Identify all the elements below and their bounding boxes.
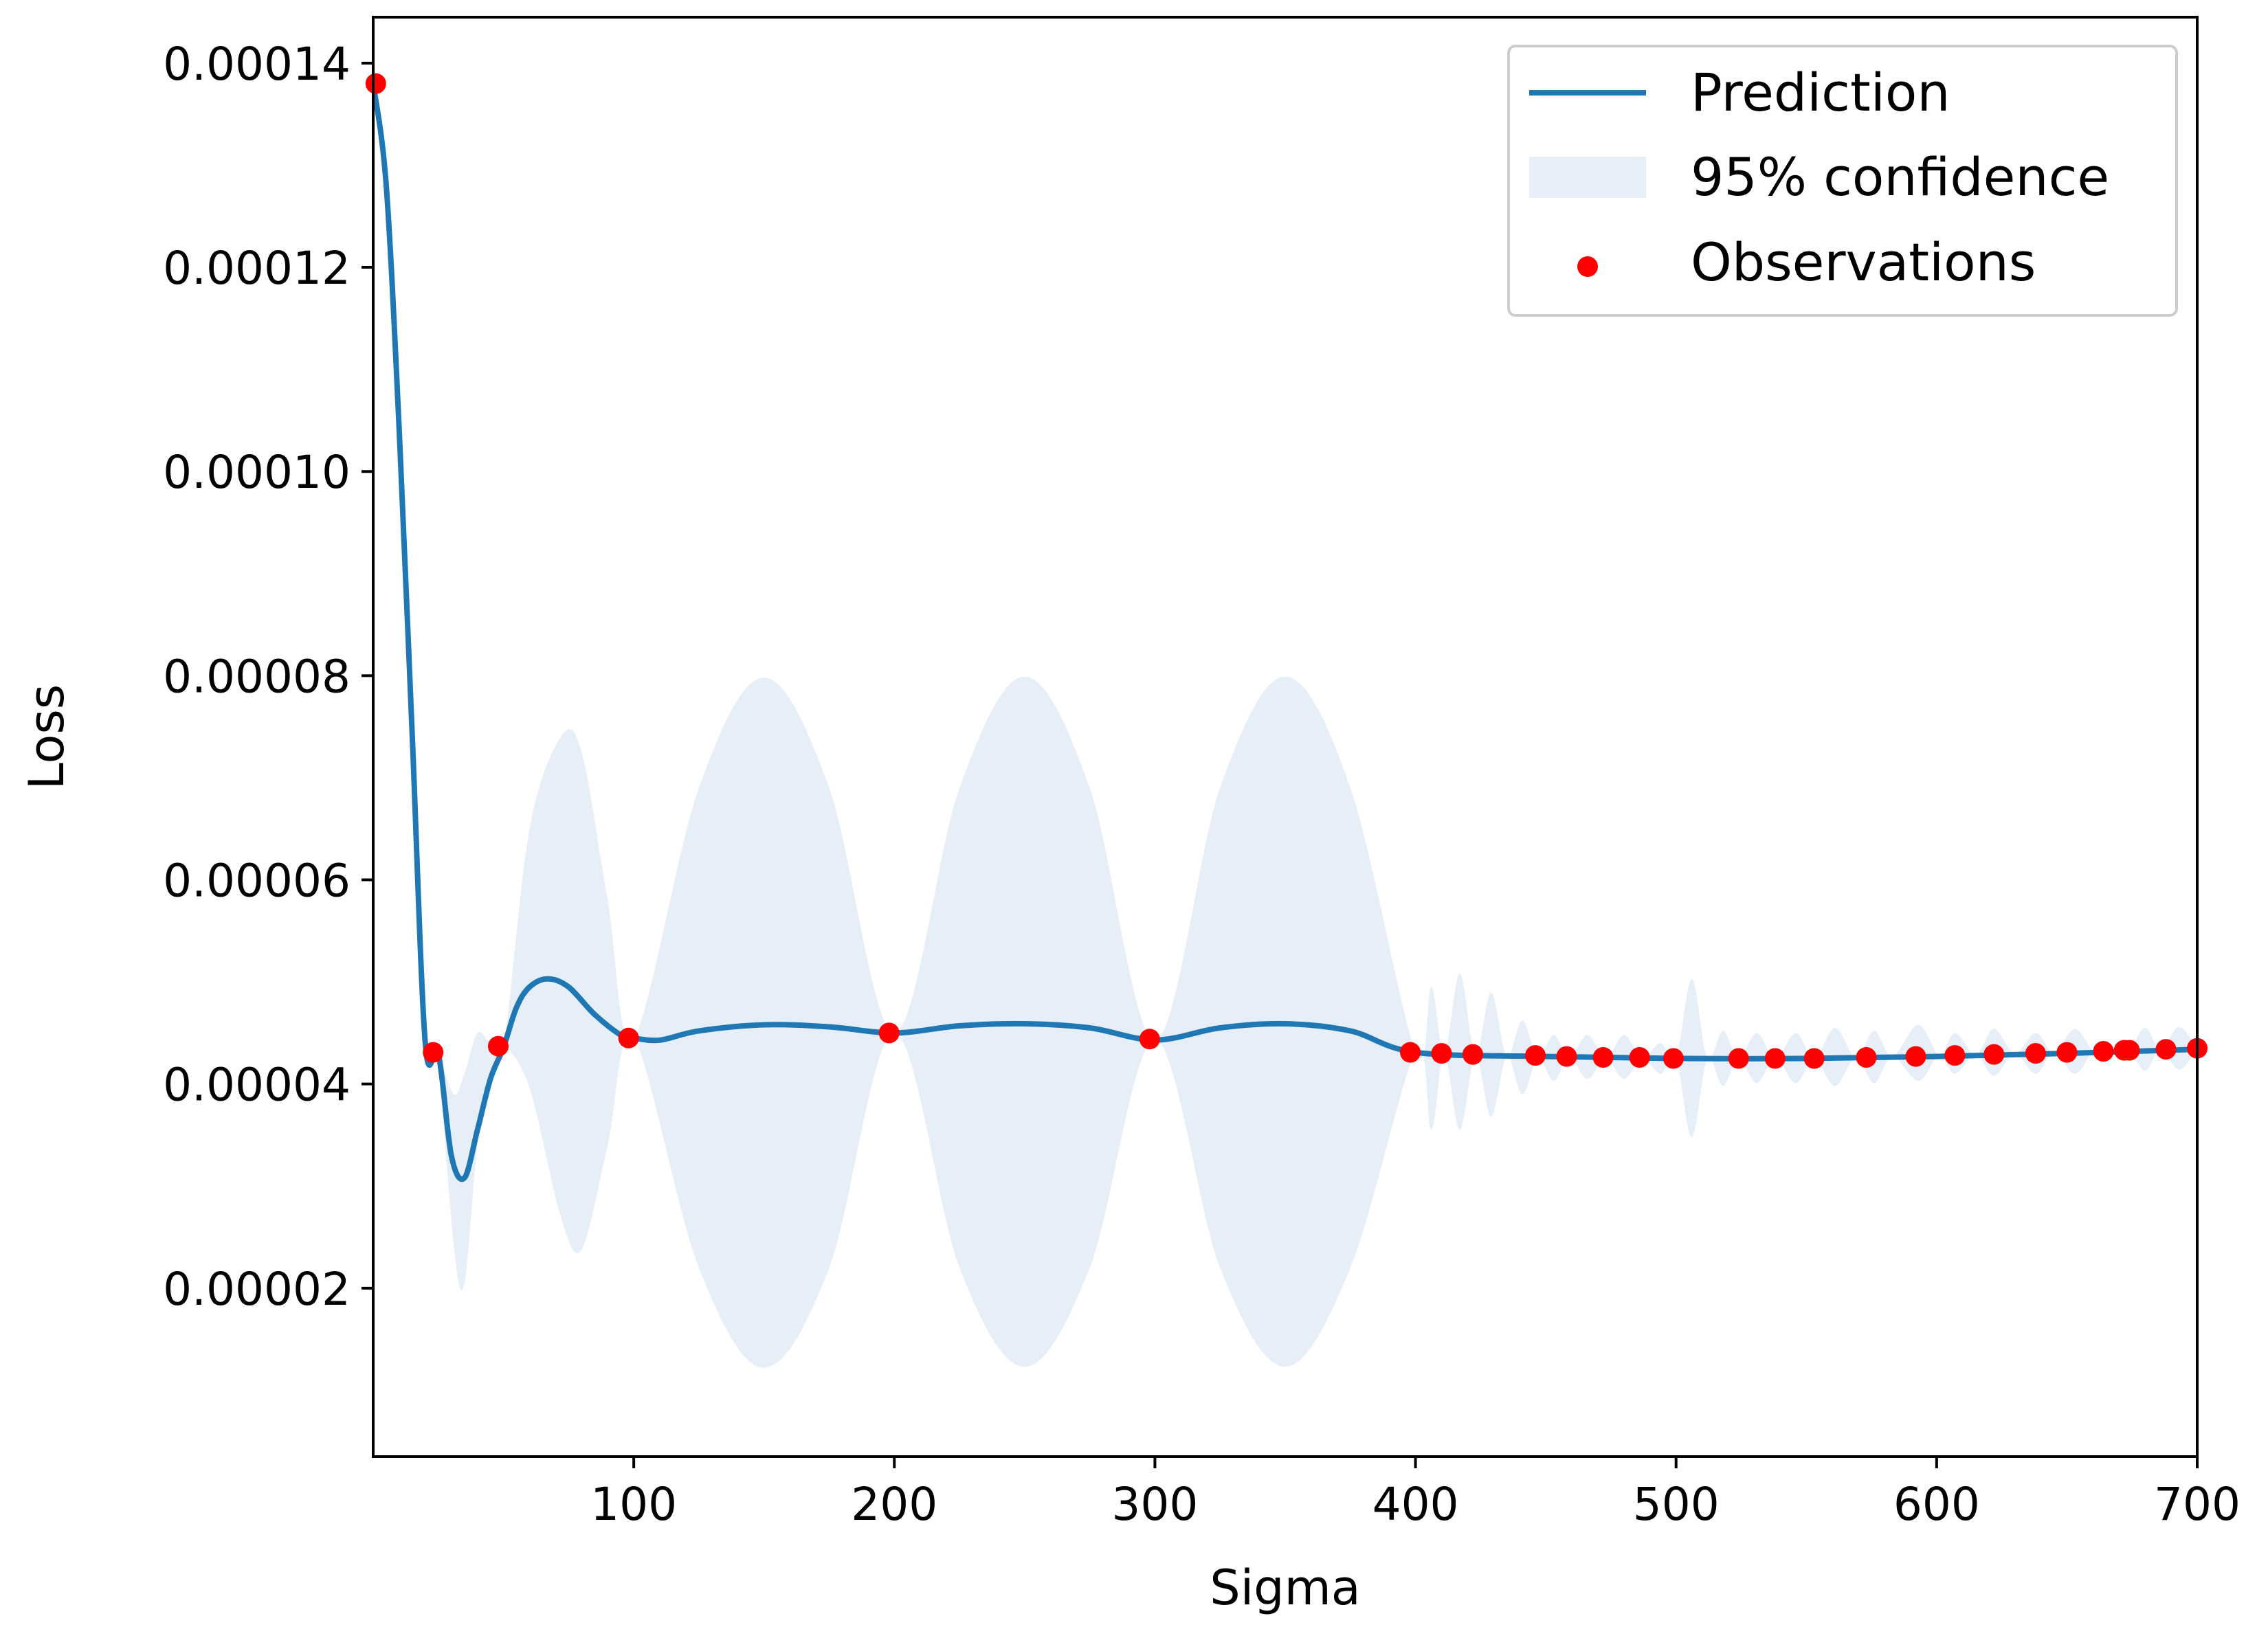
x-tick-label: 600 bbox=[1893, 1478, 1980, 1531]
observation-point bbox=[1629, 1047, 1650, 1068]
observation-point bbox=[365, 73, 386, 94]
x-tick-label: 700 bbox=[2154, 1478, 2241, 1531]
observation-point bbox=[1525, 1045, 1546, 1066]
y-axis-title: Loss bbox=[19, 684, 75, 790]
observation-point bbox=[1400, 1042, 1421, 1063]
prediction-line bbox=[373, 83, 2197, 1182]
legend-label-prediction: Prediction bbox=[1691, 62, 1950, 123]
y-tick-label: 0.00012 bbox=[163, 242, 351, 295]
observation-point bbox=[2025, 1043, 2046, 1064]
y-tick-label: 0.00010 bbox=[163, 446, 351, 499]
observation-point bbox=[1556, 1046, 1577, 1067]
observation-point bbox=[1663, 1048, 1684, 1069]
confidence-band bbox=[438, 676, 2197, 1368]
plot-area bbox=[365, 73, 2208, 1368]
y-tick-label: 0.00006 bbox=[163, 855, 351, 908]
x-tick-label: 100 bbox=[590, 1478, 677, 1531]
observation-point bbox=[618, 1027, 639, 1048]
y-tick-label: 0.00004 bbox=[163, 1059, 351, 1112]
observation-point bbox=[1803, 1048, 1825, 1069]
observation-point bbox=[1856, 1047, 1877, 1068]
observation-point bbox=[423, 1042, 444, 1063]
observation-point bbox=[1463, 1044, 1483, 1065]
observation-point bbox=[1728, 1048, 1749, 1069]
observation-point bbox=[488, 1035, 509, 1057]
legend-label-observations: Observations bbox=[1691, 232, 2036, 293]
x-axis-title: Sigma bbox=[1210, 1560, 1360, 1616]
x-tick-label: 200 bbox=[851, 1478, 937, 1531]
observation-point bbox=[1905, 1046, 1926, 1067]
y-tick-label: 0.00014 bbox=[163, 38, 351, 91]
observation-point bbox=[2119, 1040, 2140, 1061]
observation-point bbox=[1592, 1047, 1614, 1068]
observation-point bbox=[1944, 1045, 1966, 1066]
legend-confidence-swatch bbox=[1529, 157, 1646, 198]
observation-point bbox=[2093, 1041, 2114, 1062]
legend-box bbox=[1507, 45, 2178, 317]
x-tick-label: 300 bbox=[1111, 1478, 1198, 1531]
plot-frame bbox=[372, 16, 2199, 1458]
x-axis: 100 200 300 400 500 600 700 bbox=[590, 1457, 2241, 1531]
observation-point bbox=[1764, 1048, 1786, 1069]
observation-point bbox=[2155, 1039, 2177, 1060]
legend: Prediction 95% confidence Observations bbox=[1507, 45, 2178, 317]
observation-point bbox=[1139, 1029, 1160, 1050]
legend-label-confidence: 95% confidence bbox=[1691, 146, 2109, 207]
y-tick-label: 0.00008 bbox=[163, 650, 351, 703]
x-tick-label: 400 bbox=[1372, 1478, 1459, 1531]
observation-point bbox=[1983, 1044, 2005, 1065]
observation-point bbox=[2056, 1042, 2078, 1063]
x-tick-label: 500 bbox=[1633, 1478, 1720, 1531]
y-tick-label: 0.00002 bbox=[163, 1263, 351, 1316]
legend-observations-swatch bbox=[1577, 256, 1598, 277]
observation-point bbox=[1431, 1043, 1452, 1064]
y-axis: 0.00002 0.00004 0.00006 0.00008 0.00010 0.000… bbox=[163, 38, 373, 1316]
observation-point bbox=[878, 1022, 900, 1044]
